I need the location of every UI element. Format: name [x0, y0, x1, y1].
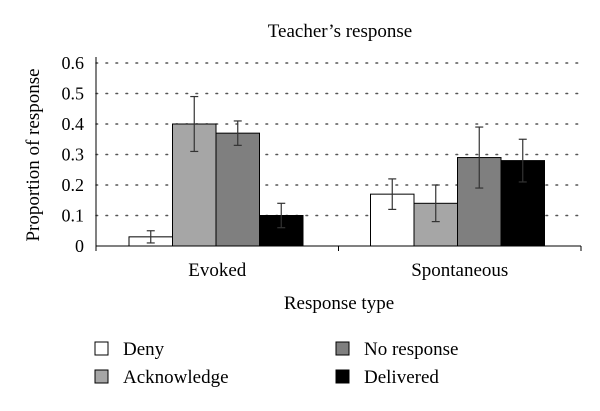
y-tick-label-2: 0.2	[62, 175, 85, 195]
legend-label-0: Deny	[123, 339, 165, 360]
y-axis-label: Proportion of response	[23, 68, 44, 241]
x-axis-label: Response type	[284, 293, 394, 314]
legend-label-1: Acknowledge	[123, 367, 229, 388]
y-tick-label-1: 0.1	[62, 206, 85, 226]
legend-swatch-0	[94, 341, 109, 356]
legend-swatch-3	[335, 369, 350, 384]
x-category-label-0: Evoked	[188, 260, 247, 281]
bar-evoked-2	[215, 132, 260, 247]
x-category-label-1: Spontaneous	[411, 260, 508, 281]
y-tick-label-6: 0.6	[62, 53, 85, 73]
legend-swatch-2	[335, 341, 350, 356]
legend-label-2: No response	[364, 339, 458, 360]
legend-label-3: Delivered	[364, 367, 439, 388]
y-tick-label-0: 0	[75, 236, 84, 256]
legend-swatch-1	[94, 369, 109, 384]
y-tick-label-3: 0.3	[62, 145, 85, 165]
y-tick-label-4: 0.4	[62, 114, 85, 134]
chart-title: Teacher’s response	[268, 21, 412, 42]
y-tick-label-5: 0.5	[62, 84, 85, 104]
